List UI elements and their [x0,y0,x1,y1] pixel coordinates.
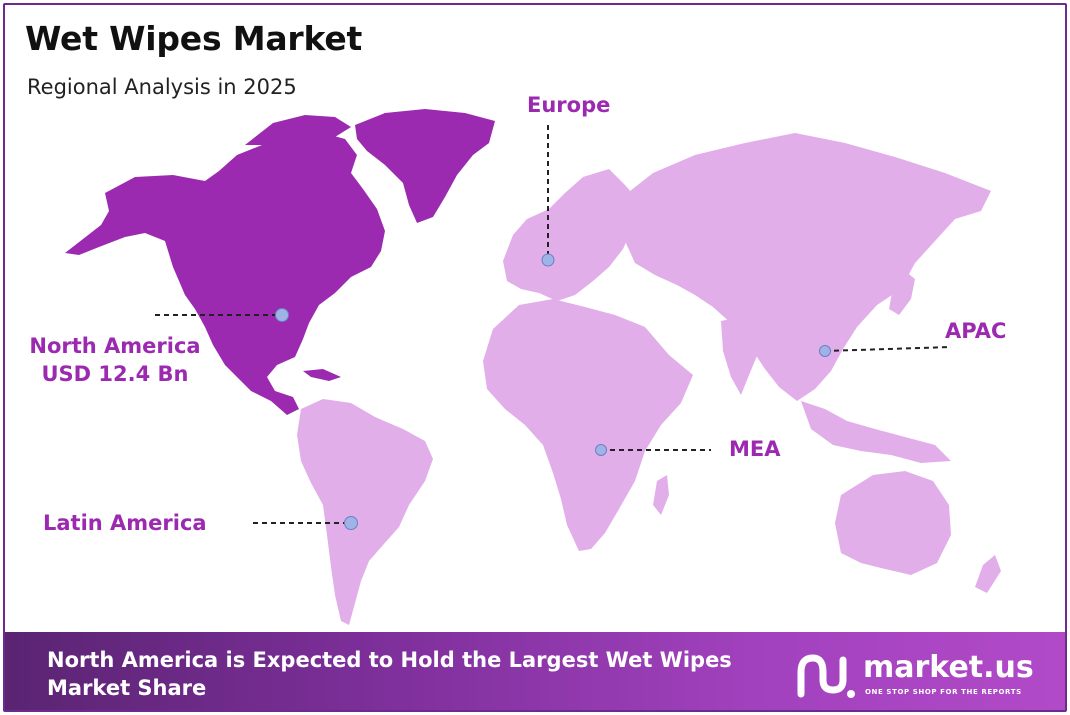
latin-america-marker [344,516,358,530]
caribbean-shape [303,369,341,381]
greenland-shape [355,109,495,223]
page-title: Wet Wipes Market [25,19,363,58]
world-map [65,109,1001,625]
north-america-label: North America USD 12.4 Bn [19,332,211,388]
latin-america-label: Latin America [43,511,207,535]
north-america-value: USD 12.4 Bn [41,362,189,386]
infographic-frame: Wet Wipes Market Regional Analysis in 20… [3,3,1067,712]
europe-label: Europe [527,93,611,117]
arctic-islands-shape [245,115,351,145]
india-shape [721,315,765,395]
logo-mark-icon [797,654,855,698]
apac-leader [824,346,952,352]
southeast-asia-shape [801,401,951,463]
north-america-name: North America [29,334,201,358]
logo-wordmark: market.us [863,650,1034,685]
mea-marker [595,444,607,456]
asia-shape [625,133,991,401]
banner-message: North America is Expected to Hold the La… [47,648,732,700]
apac-label: APAC [945,319,1007,343]
madagascar-shape [653,475,669,515]
footer-banner: North America is Expected to Hold the La… [5,632,1065,710]
market-us-logo: market.us ONE STOP SHOP FOR THE REPORTS [795,648,1055,704]
apac-marker [819,345,831,357]
logo-tagline: ONE STOP SHOP FOR THE REPORTS [865,688,1022,696]
europe-marker [541,253,555,267]
north-america-shape [65,133,385,415]
new-zealand-shape [975,555,1001,593]
north-america-marker [275,308,289,322]
south-america-shape [297,399,433,625]
australia-shape [835,471,951,575]
africa-shape [483,299,693,551]
japan-shape [889,271,915,315]
europe-shape [503,169,639,301]
page-subtitle: Regional Analysis in 2025 [27,75,297,99]
mea-label: MEA [729,437,781,461]
